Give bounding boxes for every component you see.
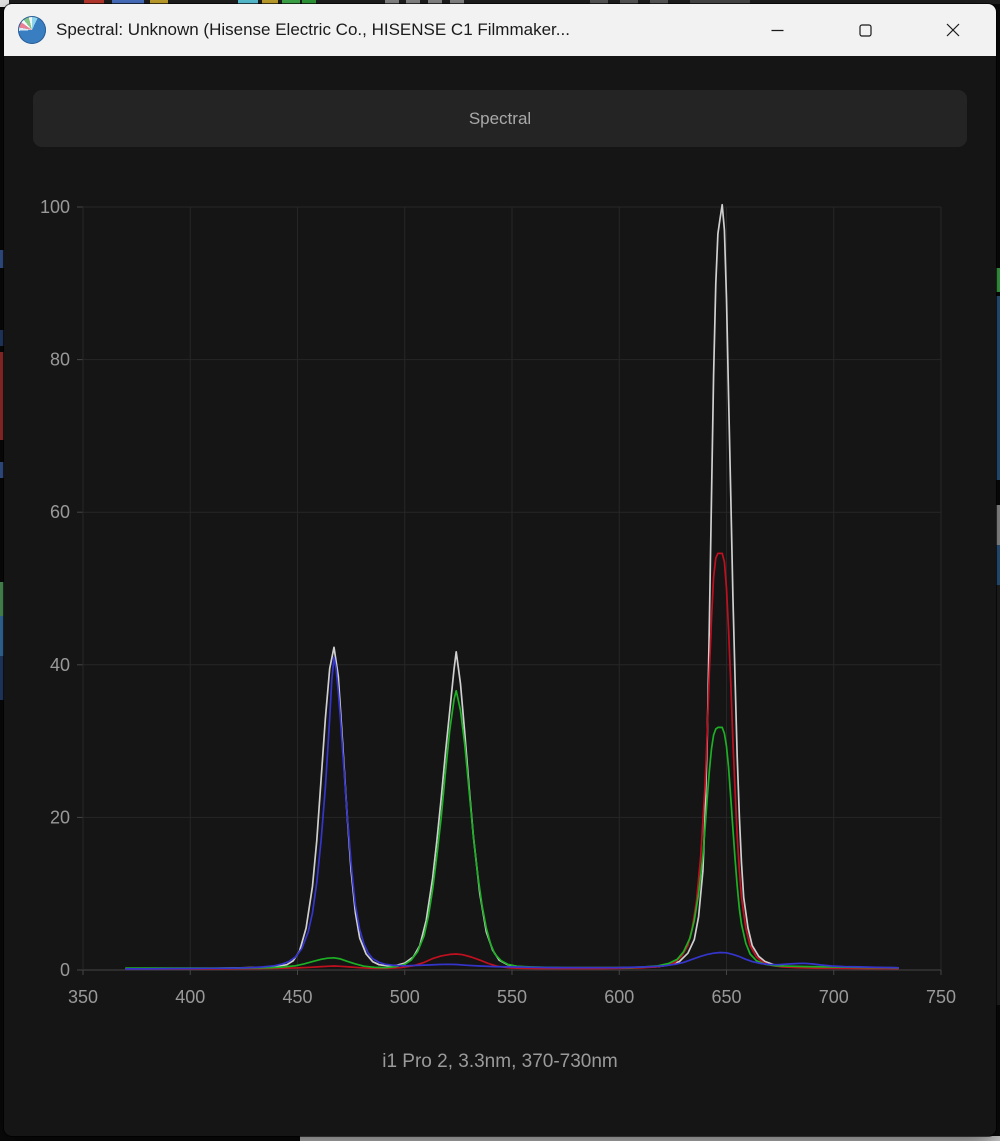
background-window-fragment bbox=[996, 545, 1000, 585]
background-window-fragment bbox=[302, 0, 316, 4]
x-tick-label: 550 bbox=[497, 987, 527, 1007]
close-button[interactable] bbox=[923, 4, 983, 56]
background-window-fragment bbox=[428, 0, 442, 4]
background-window-fragment bbox=[690, 0, 750, 4]
x-tick-label: 700 bbox=[819, 987, 849, 1007]
close-icon bbox=[946, 23, 960, 37]
background-window-fragment bbox=[282, 0, 300, 4]
background-window-fragment bbox=[0, 0, 1000, 4]
x-tick-label: 450 bbox=[282, 987, 312, 1007]
background-window-fragment bbox=[0, 250, 4, 268]
background-window-fragment bbox=[238, 0, 258, 4]
background-window-fragment bbox=[262, 0, 278, 4]
background-window-fragment bbox=[620, 0, 638, 4]
background-window-fragment bbox=[996, 296, 1000, 480]
background-window-fragment bbox=[996, 505, 1000, 545]
app-icon bbox=[18, 16, 46, 44]
y-tick-label: 60 bbox=[50, 502, 70, 522]
maximize-icon bbox=[858, 23, 872, 37]
background-window-fragment bbox=[0, 616, 4, 656]
y-tick-label: 20 bbox=[50, 807, 70, 827]
green-spectrum-line bbox=[125, 689, 899, 969]
background-window-fragment bbox=[150, 0, 168, 4]
y-tick-label: 80 bbox=[50, 350, 70, 370]
background-window-fragment bbox=[996, 585, 1000, 1005]
background-window-fragment bbox=[996, 268, 1000, 292]
background-window-fragment bbox=[84, 0, 104, 4]
y-tick-label: 100 bbox=[40, 197, 70, 217]
tab-spectral[interactable]: Spectral bbox=[33, 90, 967, 147]
background-window-fragment bbox=[450, 0, 464, 4]
background-window-fragment bbox=[385, 0, 399, 4]
background-window-fragment bbox=[0, 330, 4, 346]
window-title: Spectral: Unknown (Hisense Electric Co.,… bbox=[56, 20, 570, 39]
background-window-fragment bbox=[0, 462, 4, 478]
x-tick-label: 600 bbox=[604, 987, 634, 1007]
window-controls bbox=[747, 4, 996, 56]
background-window-fragment bbox=[0, 656, 4, 700]
y-tick-label: 0 bbox=[60, 960, 70, 980]
background-window-fragment bbox=[0, 352, 4, 440]
tab-spectral-label: Spectral bbox=[468, 108, 532, 128]
titlebar[interactable]: Spectral: Unknown (Hisense Electric Co.,… bbox=[4, 4, 996, 56]
maximize-button[interactable] bbox=[835, 4, 895, 56]
minimize-icon bbox=[771, 24, 784, 37]
x-tick-label: 350 bbox=[68, 987, 98, 1007]
spectral-window: Spectral: Unknown (Hisense Electric Co.,… bbox=[4, 4, 996, 1136]
background-window-fragment bbox=[650, 0, 668, 4]
x-tick-label: 400 bbox=[175, 987, 205, 1007]
x-tick-label: 500 bbox=[390, 987, 420, 1007]
background-window-fragment bbox=[590, 0, 608, 4]
spectral-chart: 0 20 40 60 80 100 350 400 450 500 550 600 650 700 750 bbox=[40, 197, 956, 1007]
blue-spectrum-line bbox=[125, 656, 899, 970]
x-tick-label: 750 bbox=[926, 987, 956, 1007]
background-window-fragment bbox=[112, 0, 144, 4]
background-window-fragment bbox=[300, 1136, 1000, 1141]
minimize-button[interactable] bbox=[747, 4, 807, 56]
y-tick-label: 40 bbox=[50, 655, 70, 675]
chart-caption: i1 Pro 2, 3.3nm, 370-730nm bbox=[382, 1051, 618, 1072]
background-window-fragment bbox=[0, 0, 9, 7]
background-window-fragment bbox=[0, 582, 4, 616]
background-window-fragment bbox=[406, 0, 420, 4]
x-tick-label: 650 bbox=[711, 987, 741, 1007]
